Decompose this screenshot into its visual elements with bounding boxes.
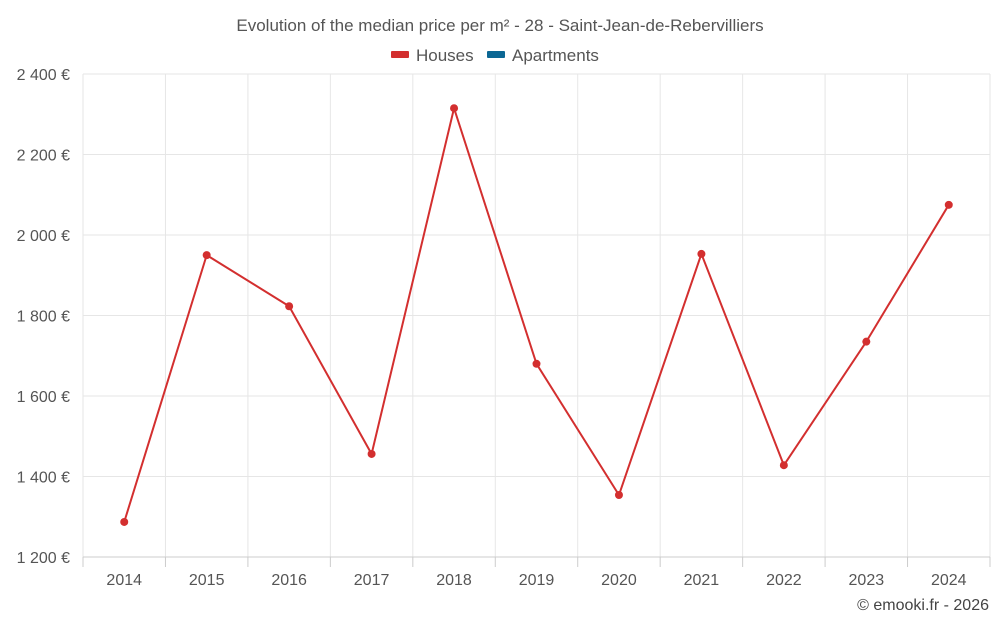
legend-swatch-apartments[interactable] [487,51,505,58]
y-tick-label: 1 800 € [17,309,70,326]
x-tick-label: 2019 [519,572,555,589]
x-tick-label: 2022 [766,572,802,589]
x-tick-label: 2024 [931,572,967,589]
data-point-houses-2018[interactable] [450,104,459,113]
data-point-houses-2024[interactable] [944,200,953,209]
data-point-houses-2019[interactable] [532,359,541,368]
y-tick-label: 2 200 € [17,148,70,165]
data-point-houses-2021[interactable] [697,249,706,258]
data-point-houses-2017[interactable] [367,449,376,458]
y-tick-label: 2 000 € [17,228,70,245]
x-tick-label: 2018 [436,572,472,589]
legend: Houses Apartments [391,46,599,65]
x-tick-label: 2016 [271,572,307,589]
x-tick-label: 2015 [189,572,225,589]
y-tick-label: 1 200 € [17,550,70,567]
x-tick-label: 2014 [106,572,142,589]
x-tick-label: 2021 [684,572,720,589]
gridlines [82,73,991,558]
x-axis: 2014 2015 2016 2017 2018 2019 2020 2021 2022 2023… [82,556,991,589]
legend-label-houses[interactable]: Houses [416,46,474,65]
legend-label-apartments[interactable]: Apartments [512,46,599,65]
legend-swatch-houses[interactable] [391,51,409,58]
y-tick-label: 1 400 € [17,470,70,487]
x-tick-label: 2017 [354,572,390,589]
x-tick-label: 2023 [849,572,885,589]
series-houses [120,104,953,526]
data-point-houses-2014[interactable] [120,517,129,526]
y-tick-label: 1 600 € [17,389,70,406]
chart-title: Evolution of the median price per m² - 2… [236,16,763,35]
y-tick-label: 2 400 € [17,67,70,84]
data-point-houses-2016[interactable] [285,302,294,311]
x-tick-label: 2020 [601,572,637,589]
data-point-houses-2015[interactable] [202,251,211,260]
data-point-houses-2022[interactable] [779,461,788,470]
credit-text: © emooki.fr - 2026 [857,597,989,614]
data-point-houses-2020[interactable] [614,491,623,500]
data-point-houses-2023[interactable] [862,337,871,346]
y-axis: 1 200 € 1 400 € 1 600 € 1 800 € 2 000 € 2 200… [17,67,70,567]
